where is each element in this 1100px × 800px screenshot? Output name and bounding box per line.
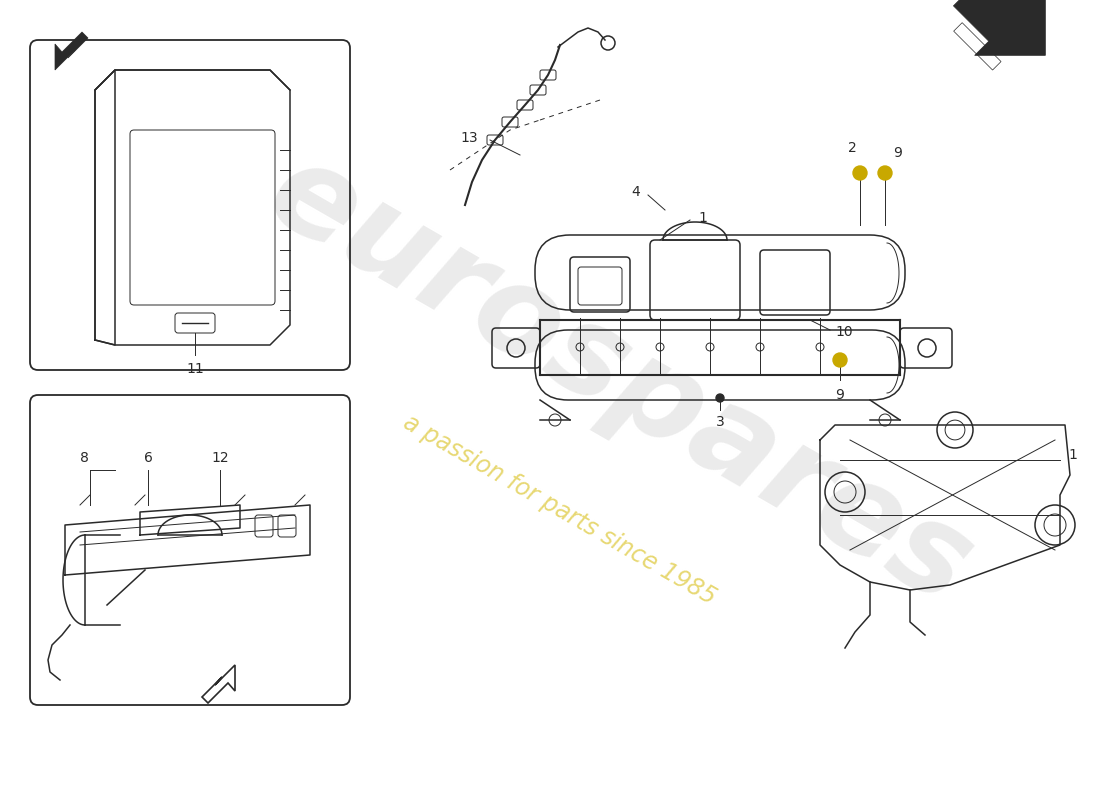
Circle shape — [878, 166, 892, 180]
Text: 3: 3 — [716, 415, 725, 429]
Text: 9: 9 — [836, 388, 845, 402]
Circle shape — [833, 353, 847, 367]
Text: 6: 6 — [144, 451, 153, 465]
Polygon shape — [55, 32, 88, 70]
Text: 9: 9 — [893, 146, 902, 160]
Circle shape — [716, 394, 724, 402]
Polygon shape — [954, 22, 1001, 70]
Text: 4: 4 — [631, 185, 640, 199]
Text: 13: 13 — [461, 131, 478, 145]
Text: a passion for parts since 1985: a passion for parts since 1985 — [399, 410, 720, 610]
Text: 1: 1 — [1068, 448, 1077, 462]
Text: 10: 10 — [835, 325, 852, 339]
Text: 8: 8 — [79, 451, 88, 465]
Text: 11: 11 — [186, 362, 204, 376]
Circle shape — [852, 166, 867, 180]
Polygon shape — [954, 0, 1045, 55]
Text: 12: 12 — [211, 451, 229, 465]
Text: 2: 2 — [848, 141, 857, 155]
Text: eurospares: eurospares — [248, 130, 992, 630]
Text: 1: 1 — [698, 211, 707, 225]
